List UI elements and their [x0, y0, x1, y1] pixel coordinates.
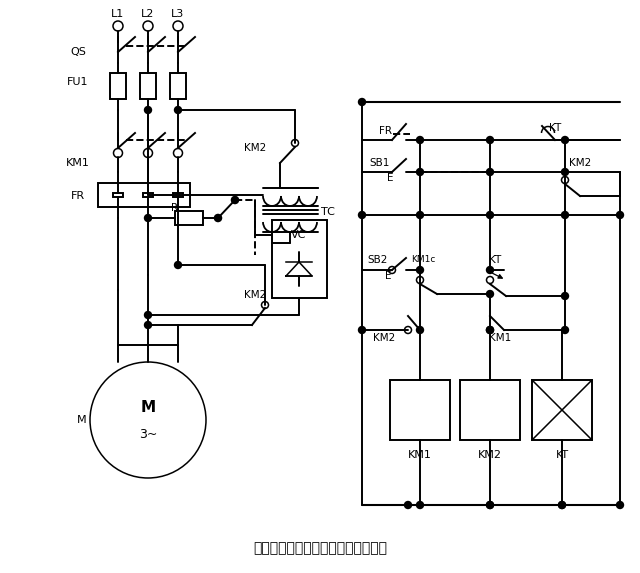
Bar	[98, 183, 190, 207]
Circle shape	[559, 501, 566, 508]
Text: L1: L1	[111, 9, 125, 19]
Bar	[170, 73, 186, 99]
Text: KT: KT	[549, 123, 561, 133]
Circle shape	[145, 214, 152, 222]
Text: E: E	[387, 173, 393, 183]
Text: 3~: 3~	[139, 427, 157, 441]
Circle shape	[486, 168, 493, 175]
Text: R: R	[172, 203, 179, 213]
Bar	[110, 73, 126, 99]
Text: L3: L3	[172, 9, 184, 19]
Bar	[460, 380, 520, 440]
Text: SB2: SB2	[368, 255, 388, 265]
Circle shape	[145, 312, 152, 319]
Text: FU1: FU1	[67, 77, 89, 87]
Text: M: M	[77, 415, 87, 425]
Circle shape	[417, 327, 424, 333]
Text: TC: TC	[321, 207, 335, 217]
Circle shape	[486, 501, 493, 508]
Circle shape	[486, 211, 493, 218]
Text: VC: VC	[291, 230, 307, 240]
Circle shape	[145, 107, 152, 113]
Circle shape	[561, 292, 568, 300]
Circle shape	[358, 211, 365, 218]
Bar	[173, 193, 183, 197]
Bar	[175, 211, 203, 225]
Circle shape	[417, 136, 424, 143]
Text: SB1: SB1	[370, 158, 390, 168]
Circle shape	[417, 168, 424, 175]
Circle shape	[232, 197, 239, 203]
Text: KT: KT	[556, 450, 568, 460]
Circle shape	[417, 266, 424, 273]
Circle shape	[145, 321, 152, 328]
Text: KM1: KM1	[66, 158, 90, 168]
Circle shape	[486, 327, 493, 333]
Text: KM2: KM2	[244, 290, 266, 300]
Circle shape	[175, 261, 182, 269]
Circle shape	[486, 501, 493, 508]
Text: M: M	[140, 401, 156, 415]
Text: KM1: KM1	[408, 450, 432, 460]
Circle shape	[486, 136, 493, 143]
Bar	[272, 220, 327, 298]
Bar	[143, 193, 153, 197]
Circle shape	[417, 501, 424, 508]
Text: E: E	[385, 271, 391, 281]
Circle shape	[175, 107, 182, 113]
Circle shape	[486, 291, 493, 297]
Circle shape	[561, 168, 568, 175]
Circle shape	[559, 501, 566, 508]
Circle shape	[561, 211, 568, 218]
Text: FR: FR	[378, 126, 392, 136]
Circle shape	[214, 214, 221, 222]
Circle shape	[561, 327, 568, 333]
Circle shape	[358, 327, 365, 333]
Circle shape	[358, 99, 365, 105]
Circle shape	[417, 211, 424, 218]
Bar	[390, 380, 450, 440]
Text: L2: L2	[141, 9, 155, 19]
Text: KT: KT	[489, 255, 501, 265]
Text: KM2: KM2	[569, 158, 591, 168]
Text: 以时间原则控制的单向能耗制动线路: 以时间原则控制的单向能耗制动线路	[253, 541, 387, 555]
Circle shape	[616, 211, 623, 218]
Text: KM1c: KM1c	[411, 256, 435, 265]
Bar	[532, 380, 592, 440]
Circle shape	[616, 501, 623, 508]
Text: FR: FR	[71, 191, 85, 201]
Circle shape	[486, 266, 493, 273]
Text: QS: QS	[70, 47, 86, 57]
Text: KM2: KM2	[373, 333, 395, 343]
Text: KM1: KM1	[489, 333, 511, 343]
Bar	[113, 193, 123, 197]
Text: KM2: KM2	[478, 450, 502, 460]
Circle shape	[561, 136, 568, 143]
Circle shape	[404, 501, 412, 508]
Bar	[140, 73, 156, 99]
Text: KM2: KM2	[244, 143, 266, 153]
